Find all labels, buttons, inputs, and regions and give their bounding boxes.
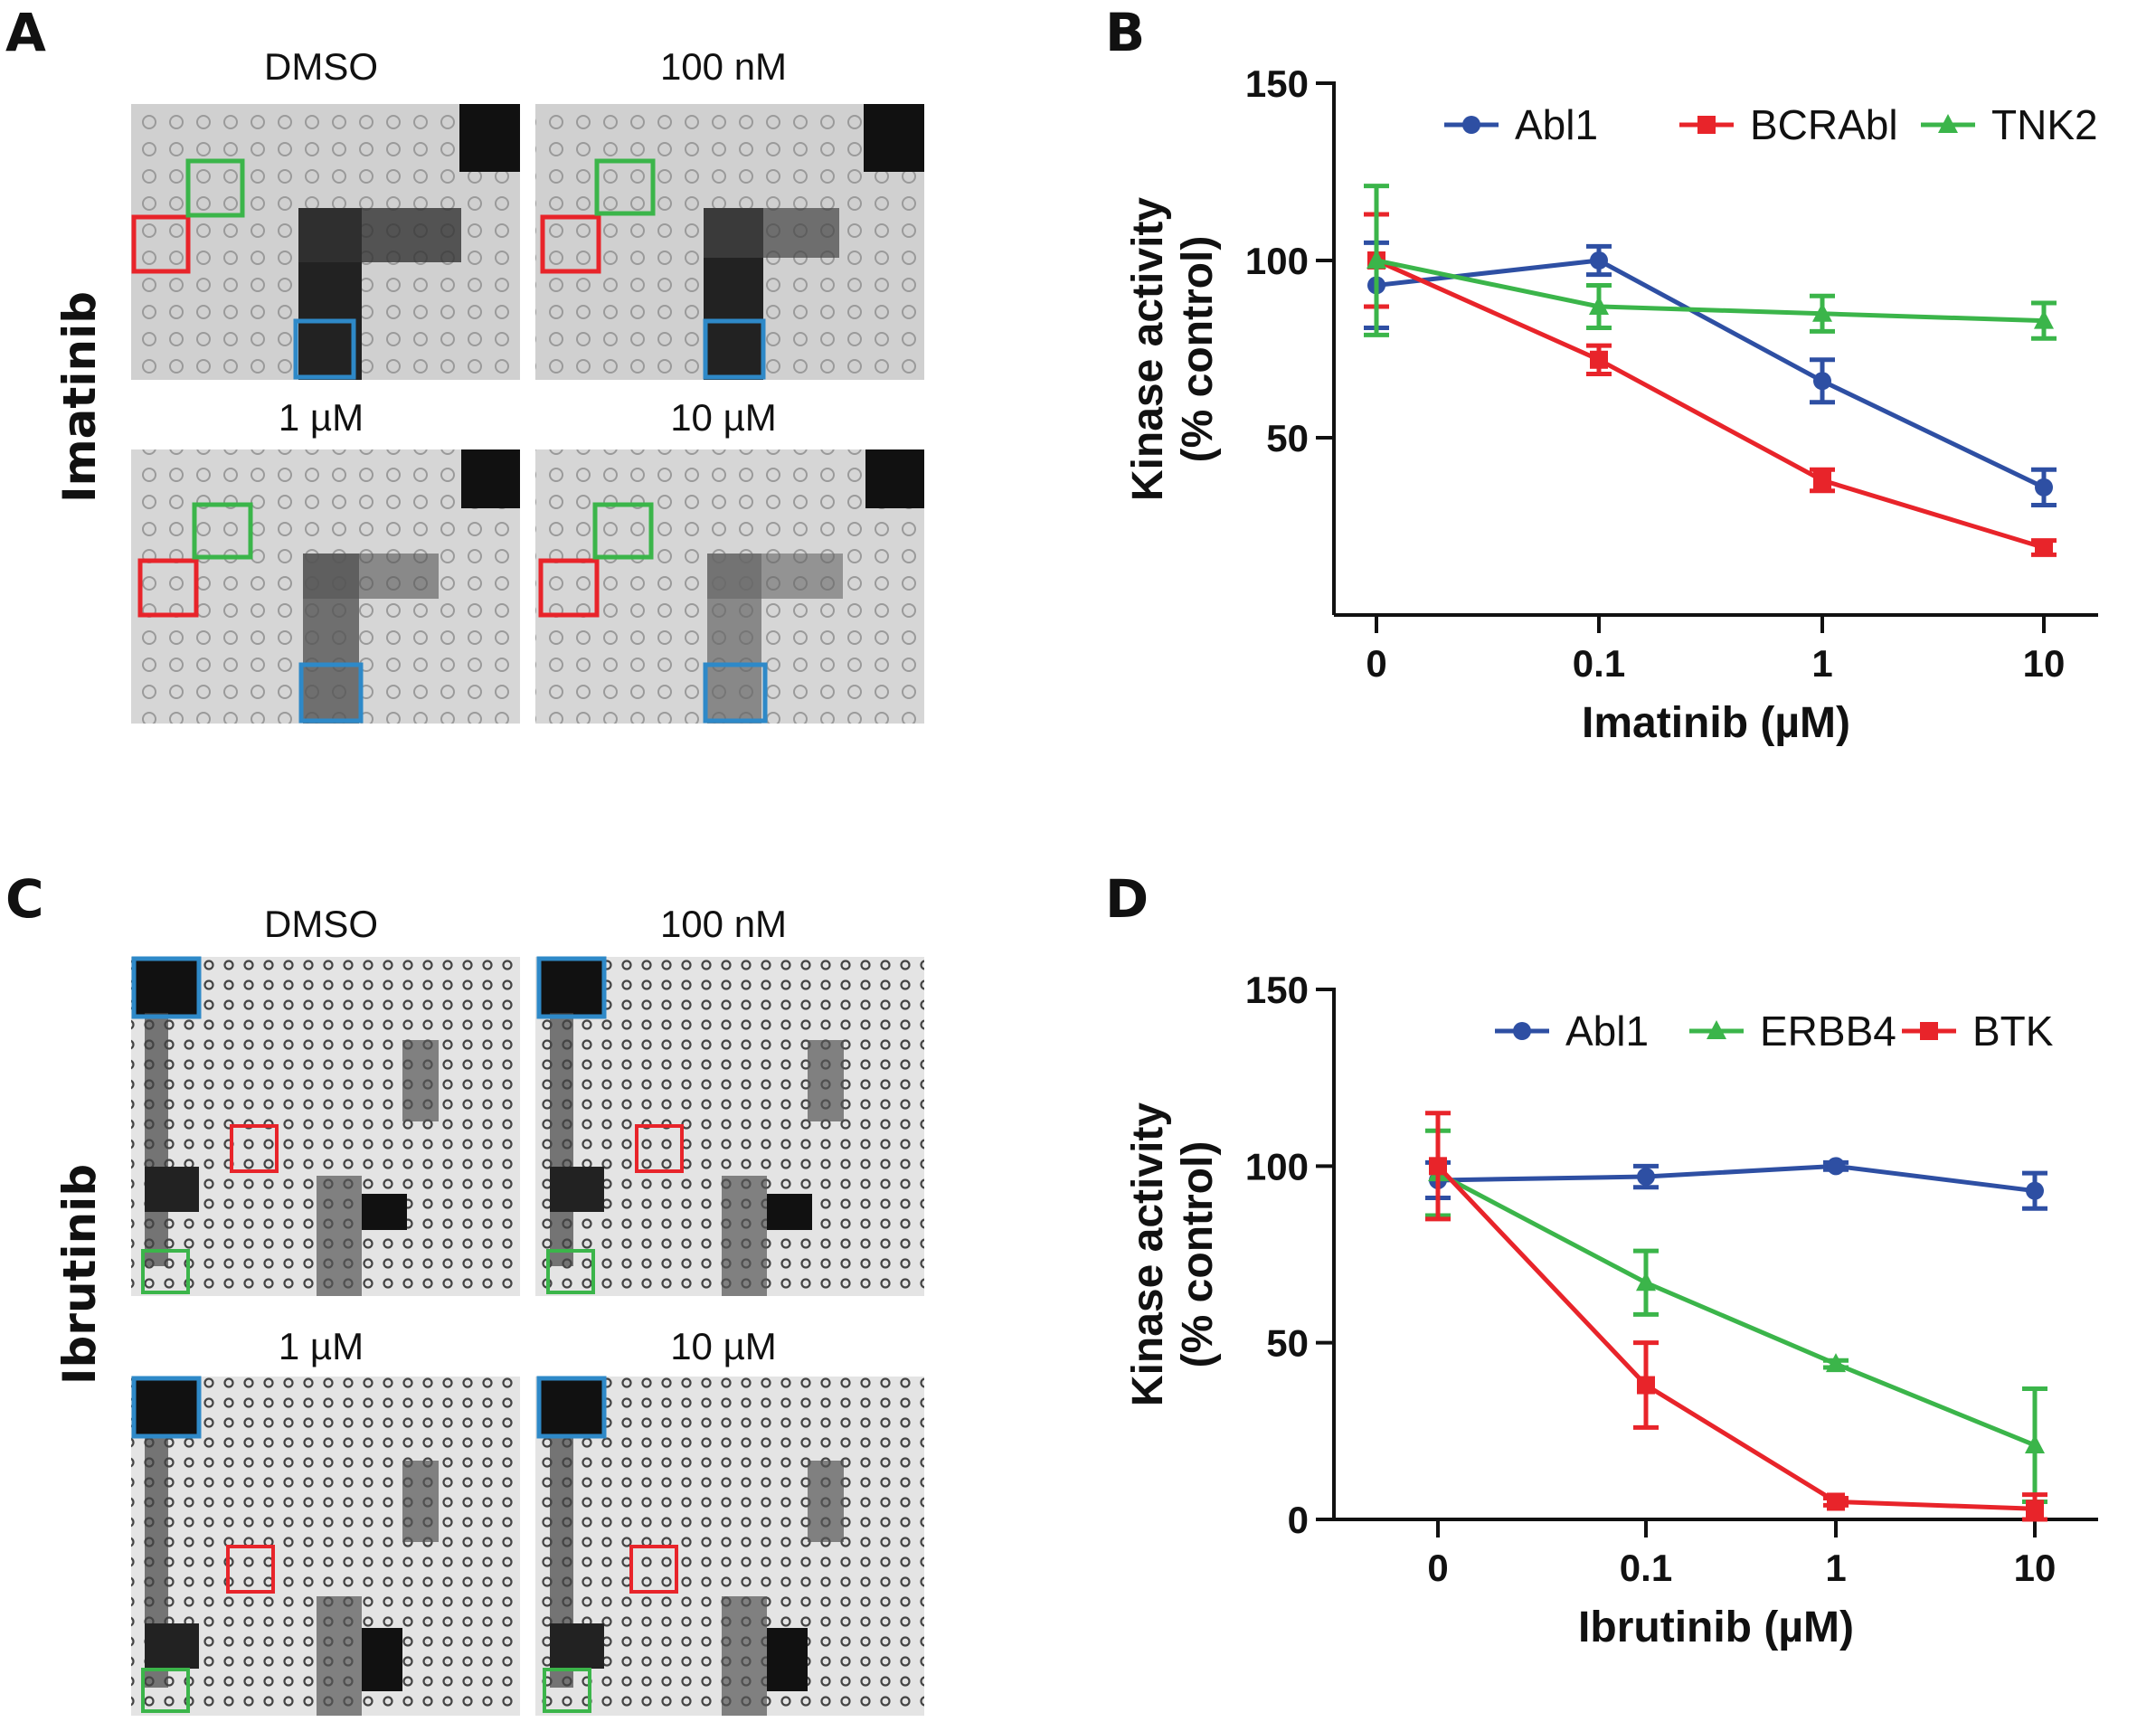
- cond-a-100nm: 100 nM: [659, 45, 788, 88]
- y-axis-label-units: (% control): [1174, 1141, 1222, 1368]
- data-point: [2025, 1433, 2045, 1453]
- data-point: [1590, 251, 1608, 270]
- cond-a-1um: 1 µM: [278, 396, 364, 439]
- legend-label-abl1: Abl1: [1565, 1008, 1649, 1055]
- legend-marker: [1513, 1022, 1531, 1040]
- legend-marker: [1707, 1020, 1726, 1039]
- y-axis-label-units: (% control): [1174, 236, 1222, 463]
- data-point: [1429, 1157, 1447, 1176]
- cond-c-dmso: DMSO: [264, 903, 378, 945]
- data-point: [2026, 1181, 2044, 1200]
- x-axis-label: Imatinib (µM): [1582, 699, 1850, 747]
- y-axis-label: Kinase activity: [1124, 1102, 1172, 1406]
- series-line-abl1: [1437, 1163, 2036, 1194]
- legend-label-abl1: Abl1: [1515, 101, 1598, 148]
- series-line-abl1: [1376, 258, 2046, 490]
- series-line-bcrabl: [1375, 258, 2045, 550]
- y-tick-label: 0: [1288, 1499, 1309, 1541]
- data-point: [2026, 1500, 2044, 1519]
- membrane-c-100nm: [535, 956, 924, 1296]
- membrane-a-dmso: [131, 104, 520, 380]
- panel-letter-c: C: [5, 868, 44, 930]
- y-axis-label: Kinase activity: [1124, 197, 1172, 501]
- data-point: [2035, 538, 2053, 557]
- y-tick-label: 150: [1245, 969, 1309, 1011]
- x-tick-label: 1: [1811, 642, 1832, 685]
- legend-label-erbb4: ERBB4: [1760, 1008, 1896, 1055]
- data-point: [2034, 309, 2054, 329]
- data-point: [1366, 250, 1386, 269]
- y-tick-label: 100: [1245, 1145, 1309, 1187]
- panel-letter-b: B: [1105, 2, 1146, 63]
- x-tick-label: 0: [1427, 1547, 1448, 1589]
- legend-marker: [1920, 1022, 1938, 1040]
- series-line-erbb4: [1436, 1170, 2036, 1448]
- panel-letter-d: D: [1105, 868, 1149, 930]
- legend-label-btk: BTK: [1972, 1008, 2054, 1055]
- data-point: [2035, 478, 2053, 497]
- series-line-tnk2: [1376, 258, 2045, 324]
- legend-label-bcrabl: BCRAbl: [1750, 101, 1898, 148]
- legend-label-tnk2: TNK2: [1991, 101, 2098, 148]
- cond-a-dmso: DMSO: [264, 45, 378, 88]
- x-tick-label: 10: [2023, 642, 2066, 685]
- data-point: [1813, 372, 1831, 391]
- data-point: [1812, 302, 1832, 322]
- data-point: [1636, 1272, 1656, 1292]
- data-point: [1827, 1492, 1845, 1511]
- cond-a-10um: 10 µM: [670, 396, 777, 439]
- legend-marker: [1938, 114, 1958, 133]
- legend-marker: [1462, 116, 1480, 134]
- membrane-c-1um: [131, 1376, 520, 1716]
- data-point: [1637, 1376, 1655, 1395]
- data-point: [1827, 1157, 1845, 1176]
- membrane-a-10um: [535, 449, 924, 724]
- cond-c-100nm: 100 nM: [659, 903, 788, 945]
- data-point: [1590, 350, 1608, 369]
- membrane-c-dmso: [131, 956, 520, 1296]
- membrane-a-100nm: [535, 104, 924, 380]
- membrane-a-1um: [131, 449, 520, 724]
- membrane-c-10um: [535, 1376, 924, 1716]
- data-point: [1637, 1168, 1655, 1187]
- panel-letter-a: A: [5, 2, 46, 63]
- chart-b: 150 100 50 0 0.1 1 10 Imatinib (µM) Kinase activ…: [1124, 62, 2098, 747]
- x-tick-label: 0.1: [1620, 1547, 1672, 1589]
- y-tick-label: 50: [1266, 417, 1309, 459]
- y-tick-label: 100: [1245, 240, 1309, 282]
- series-line-btk: [1436, 1164, 2036, 1511]
- cond-c-1um: 1 µM: [278, 1325, 364, 1367]
- x-tick-label: 10: [2014, 1547, 2057, 1589]
- y-tick-label: 150: [1245, 62, 1309, 105]
- x-axis-label: Ibrutinib (µM): [1578, 1604, 1854, 1651]
- x-tick-label: 0.1: [1573, 642, 1625, 685]
- chart-d: 150 100 50 0 0 0.1 1 10 Ibrutinib (µM) Kinase act…: [1124, 969, 2098, 1651]
- legend-marker: [1697, 116, 1716, 134]
- y-tick-label: 50: [1266, 1322, 1309, 1365]
- x-tick-label: 0: [1366, 642, 1386, 685]
- x-tick-label: 1: [1825, 1547, 1846, 1589]
- data-point: [1826, 1353, 1846, 1373]
- data-point: [1589, 295, 1609, 315]
- data-point: [1813, 471, 1831, 490]
- cond-c-10um: 10 µM: [670, 1325, 777, 1367]
